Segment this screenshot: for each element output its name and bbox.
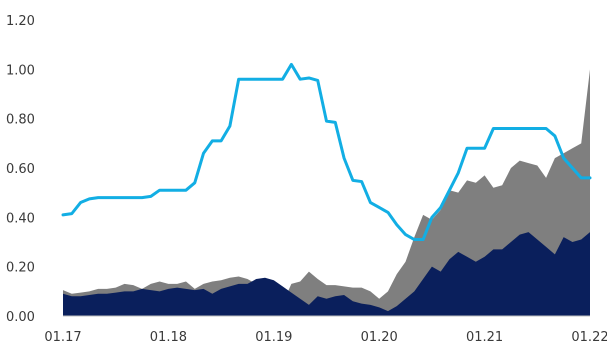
x-tick-label: 01.17 — [44, 330, 81, 345]
y-tick-label: 0.00 — [6, 310, 35, 325]
y-tick-label: 1.00 — [6, 63, 35, 78]
series-area-navy — [63, 232, 590, 316]
x-tick-labels: 01.17 01.18 01.19 01.20 01.21 01.22 — [44, 330, 607, 345]
y-tick-label: 1.20 — [6, 14, 35, 29]
areas-layer — [63, 69, 590, 316]
y-tick-label: 0.20 — [6, 261, 35, 276]
y-tick-label: 0.80 — [6, 113, 35, 128]
x-tick-label: 01.22 — [571, 330, 607, 345]
lines-layer — [61, 62, 592, 242]
y-tick-labels: 0.00 0.20 0.40 0.60 0.80 1.00 1.20 — [6, 14, 35, 325]
x-tick-label: 01.18 — [150, 330, 187, 345]
y-tick-label: 0.40 — [6, 211, 35, 226]
x-tick-label: 01.20 — [361, 330, 398, 345]
series-line — [61, 62, 592, 242]
x-tick-label: 01.21 — [466, 330, 503, 345]
x-tick-label: 01.19 — [255, 330, 292, 345]
y-tick-label: 0.60 — [6, 162, 35, 177]
